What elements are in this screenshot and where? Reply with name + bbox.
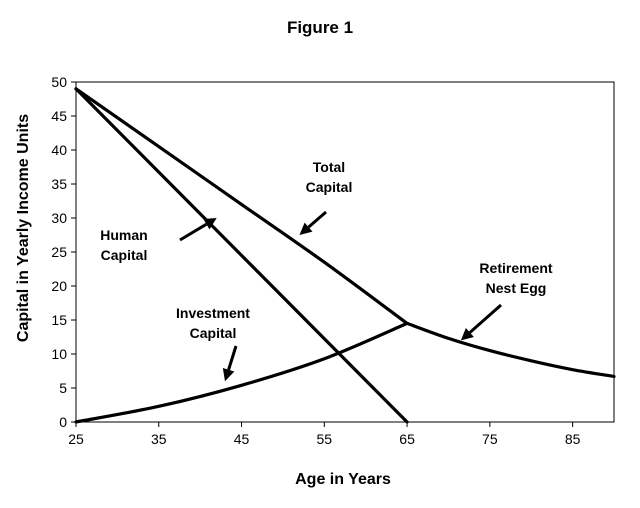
annotation: Total Capital [299,159,352,235]
plot-area [75,81,615,423]
arrow-head [222,367,235,382]
y-tick-label: 15 [51,312,67,328]
annotation-label: Nest Egg [486,280,547,296]
arrow-head [203,218,217,230]
annotation-label: Human [100,227,147,243]
annotation-label: Total [313,159,345,175]
arrow-head [460,327,474,341]
annotation-label: Capital [101,247,148,263]
annotation-label: Capital [190,325,237,341]
arrow-head [299,222,313,235]
x-tick-label: 35 [151,431,167,447]
arrow-shaft [227,345,238,371]
y-tick-label: 5 [59,380,67,396]
y-tick-label: 0 [59,414,67,430]
x-tick-label: 45 [234,431,250,447]
y-tick-label: 20 [51,278,67,294]
annotation: Human Capital [100,218,217,263]
x-tick-label: 75 [482,431,498,447]
chart-title: Figure 1 [287,18,353,37]
x-tick-label: 25 [68,431,84,447]
arrow-shaft [468,303,502,334]
arrow-shaft [179,222,208,242]
x-tick-label: 55 [317,431,333,447]
annotation-label: Capital [306,179,353,195]
arrow-shaft [307,210,327,229]
total-capital-line [74,87,409,325]
y-tick-label: 30 [51,210,67,226]
x-tick-label: 85 [565,431,581,447]
y-tick-label: 50 [51,74,67,90]
annotation-label: Retirement [479,260,552,276]
y-tick-label: 40 [51,142,67,158]
y-tick-label: 35 [51,176,67,192]
y-axis-label: Capital in Yearly Income Units [15,114,32,342]
x-tick-label: 65 [399,431,415,447]
annotation: Investment Capital [176,305,250,382]
y-tick-label: 10 [51,346,67,362]
y-tick-label: 45 [51,108,67,124]
retirement-nest-egg-line [405,321,616,379]
investment-capital-line [74,321,409,424]
annotation-label: Investment [176,305,250,321]
annotation: Retirement Nest Egg [460,260,553,341]
y-tick-label: 25 [51,244,67,260]
human-capital-line [74,87,409,424]
x-axis-label: Age in Years [295,471,391,488]
